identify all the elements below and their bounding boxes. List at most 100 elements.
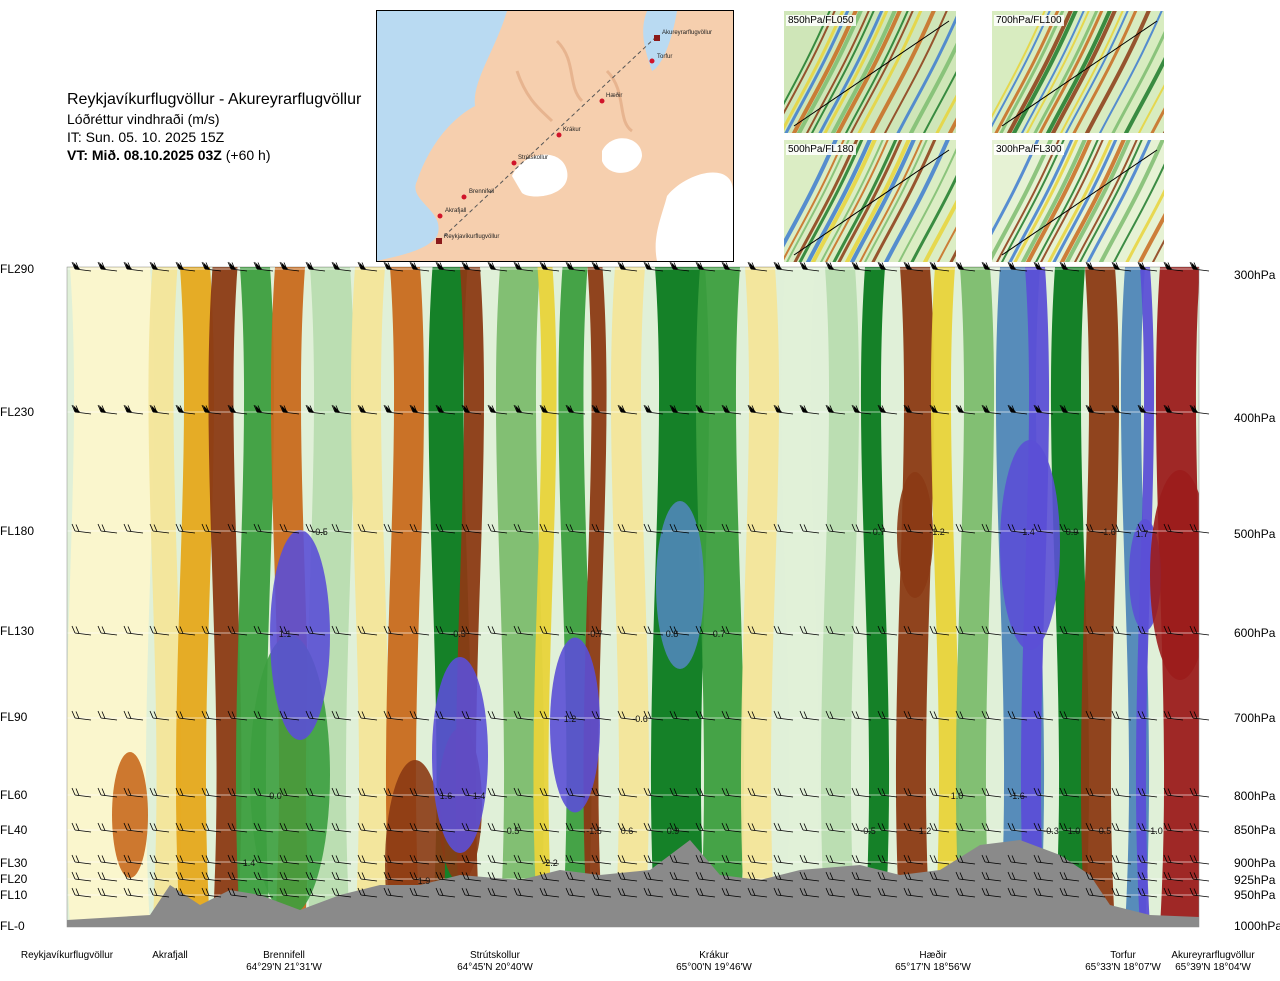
station-coord: 65°39'N 18°04'W <box>1175 962 1251 973</box>
wind-barb <box>981 523 1002 534</box>
station-label: Akrafjall <box>105 950 235 962</box>
wind-barb <box>825 854 846 865</box>
flight-level-label: FL290 <box>0 262 35 276</box>
wind-barb <box>305 822 326 833</box>
wind-barb <box>1163 404 1184 415</box>
flight-level-label: FL90 <box>0 710 28 724</box>
mini-map-field <box>1052 140 1118 262</box>
valid-time: VT: Mið. 08.10.2025 03Z (+60 h) <box>67 146 361 164</box>
wind-barb <box>253 625 274 636</box>
wind-barb <box>1189 710 1210 721</box>
wind-barb <box>149 887 170 898</box>
wind-barb <box>305 261 326 272</box>
wind-barb <box>747 625 768 636</box>
wind-barb <box>409 854 430 865</box>
map-waypoint-label: Krákur <box>563 127 581 133</box>
mini-map-300: 300hPa/FL300 <box>992 140 1164 262</box>
wind-barb <box>1033 523 1054 534</box>
wind-barb <box>565 625 586 636</box>
wind-barb <box>539 404 560 415</box>
wind-barb <box>669 625 690 636</box>
wind-barb <box>929 710 950 721</box>
mini-map-field <box>819 140 884 262</box>
wind-barb <box>773 822 794 833</box>
mini-map-field <box>1112 163 1164 262</box>
value-label: 1.9 <box>418 876 431 886</box>
wind-barb <box>149 822 170 833</box>
wind-barb <box>305 887 326 898</box>
terrain-profile <box>67 840 1199 927</box>
wind-barb <box>1189 854 1210 865</box>
wind-barb <box>253 523 274 534</box>
flight-level-label: FL-0 <box>0 919 25 933</box>
wind-barb <box>695 822 716 833</box>
value-label: -0.5 <box>450 629 466 639</box>
wind-barb <box>773 404 794 415</box>
wind-barb <box>1085 404 1106 415</box>
wind-barb <box>851 261 872 272</box>
wind-barb <box>357 710 378 721</box>
mini-map-field <box>883 11 948 133</box>
wind-barb <box>747 404 768 415</box>
mini-map-field <box>1025 140 1092 262</box>
wind-barb <box>71 710 92 721</box>
wind-barb <box>1163 523 1184 534</box>
field-band <box>495 267 545 927</box>
wind-barb <box>175 710 196 721</box>
wind-barb <box>513 261 534 272</box>
wind-barb <box>617 625 638 636</box>
mini-map-field <box>835 11 902 133</box>
wind-barb <box>669 787 690 798</box>
mini-map-field <box>1025 11 1090 133</box>
wind-barb <box>357 261 378 272</box>
wind-barb <box>201 822 222 833</box>
wind-barb <box>929 261 950 272</box>
issue-time: IT: Sun. 05. 10. 2025 15Z <box>67 129 225 145</box>
mini-map-field <box>949 249 956 262</box>
field-band <box>610 267 650 927</box>
wind-barb <box>71 871 92 882</box>
map-waypoint: Brennifell <box>461 189 494 200</box>
wind-barb <box>461 887 482 898</box>
mini-map-field <box>910 174 956 262</box>
mini-map-field <box>1084 11 1151 133</box>
wind-barb <box>773 854 794 865</box>
wind-barb <box>1111 887 1132 898</box>
wind-barb <box>539 523 560 534</box>
wind-barb <box>799 261 820 272</box>
field-band <box>148 267 182 927</box>
wind-barb <box>1085 887 1106 898</box>
field-core <box>112 752 148 878</box>
mini-map-field <box>1034 140 1099 262</box>
wind-barb <box>747 710 768 721</box>
wind-barb <box>929 887 950 898</box>
wind-barb <box>487 822 508 833</box>
wind-barb <box>149 871 170 882</box>
mini-map-field <box>1137 213 1164 262</box>
wind-barb <box>747 871 768 882</box>
value-label: 1.4 <box>243 858 256 868</box>
wind-barb <box>1059 871 1080 882</box>
wind-barb <box>747 822 768 833</box>
wind-barb <box>617 854 638 865</box>
wind-barb <box>1059 822 1080 833</box>
wind-barb <box>617 404 638 415</box>
value-label: 0.6 <box>621 826 634 836</box>
value-label: -0.7 <box>587 629 603 639</box>
wind-barb <box>409 871 430 882</box>
value-label: 0.5 <box>1099 826 1112 836</box>
wind-barb <box>747 261 768 272</box>
wind-barb <box>825 261 846 272</box>
wind-barb <box>383 523 404 534</box>
wind-barb <box>773 261 794 272</box>
value-label: 1.2 <box>564 714 577 724</box>
wind-barb <box>149 787 170 798</box>
wind-barb <box>487 854 508 865</box>
value-label: 1.0 <box>951 791 964 801</box>
wind-barb <box>461 261 482 272</box>
wind-barb <box>357 523 378 534</box>
wind-barb <box>851 822 872 833</box>
mini-map-field <box>1064 11 1129 133</box>
wind-barb <box>565 822 586 833</box>
wind-barb <box>877 822 898 833</box>
